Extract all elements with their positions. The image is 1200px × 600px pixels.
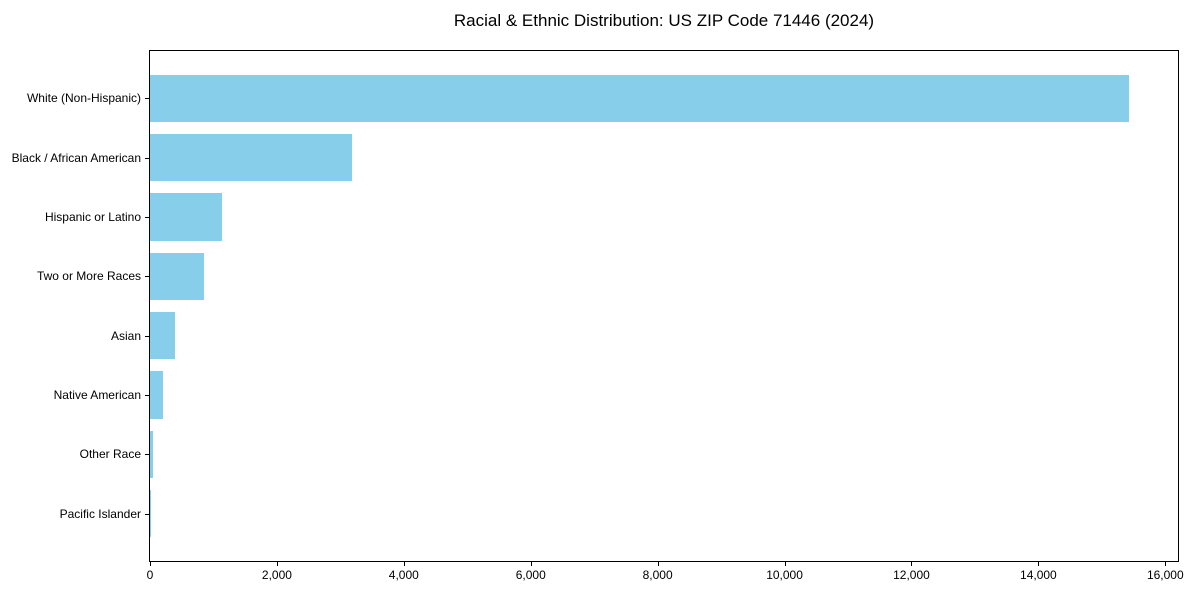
bar-asian: [150, 311, 175, 360]
bar-other-race: [150, 430, 153, 478]
bar-white-non-hispanic: [150, 74, 1129, 123]
y-tick-mark: [145, 217, 149, 219]
y-tick-label: Other Race: [79, 447, 141, 462]
x-tick-label: 16,000: [1146, 568, 1184, 582]
x-tick-mark: [1038, 562, 1040, 566]
y-tick-label: Two or More Races: [36, 269, 141, 284]
y-tick-label: Black / African American: [11, 150, 141, 165]
bar-black-african-american: [150, 134, 353, 182]
x-tick-mark: [1165, 562, 1167, 566]
chart-title: Racial & Ethnic Distribution: US ZIP Cod…: [453, 11, 875, 30]
x-tick-mark: [657, 562, 659, 566]
bar-pacific-islander: [150, 489, 151, 538]
bar-native-american: [150, 371, 163, 419]
y-tick-mark: [145, 157, 149, 159]
y-tick-mark: [145, 276, 149, 278]
y-tick-mark: [145, 454, 149, 456]
x-tick-label: 0: [146, 568, 154, 582]
x-tick-mark: [911, 562, 913, 566]
x-tick-mark: [784, 562, 786, 566]
bar-two-or-more-races: [150, 252, 204, 301]
y-tick-mark: [145, 394, 149, 396]
x-tick-mark: [530, 562, 532, 566]
x-tick-label: 12,000: [893, 568, 930, 582]
x-tick-mark: [150, 562, 151, 566]
x-tick-label: 6,000: [515, 568, 546, 582]
x-tick-mark: [276, 562, 278, 566]
y-tick-label: Asian: [110, 328, 141, 343]
x-tick-label: 14,000: [1020, 568, 1057, 582]
x-tick-label: 2,000: [261, 568, 292, 582]
y-tick-label: White (Non-Hispanic): [26, 91, 141, 106]
x-tick-label: 10,000: [766, 568, 803, 582]
y-tick-mark: [145, 335, 149, 337]
plot-area: [149, 50, 1179, 562]
y-tick-label: Native American: [53, 387, 141, 402]
x-tick-label: 4,000: [388, 568, 419, 582]
y-tick-mark: [145, 513, 149, 515]
y-tick-label: Hispanic or Latino: [44, 210, 141, 225]
x-tick-mark: [403, 562, 405, 566]
x-tick-label: 8,000: [642, 568, 673, 582]
y-tick-label: Pacific Islander: [59, 506, 141, 521]
bar-hispanic-or-latino: [150, 193, 222, 241]
y-tick-mark: [145, 98, 149, 100]
